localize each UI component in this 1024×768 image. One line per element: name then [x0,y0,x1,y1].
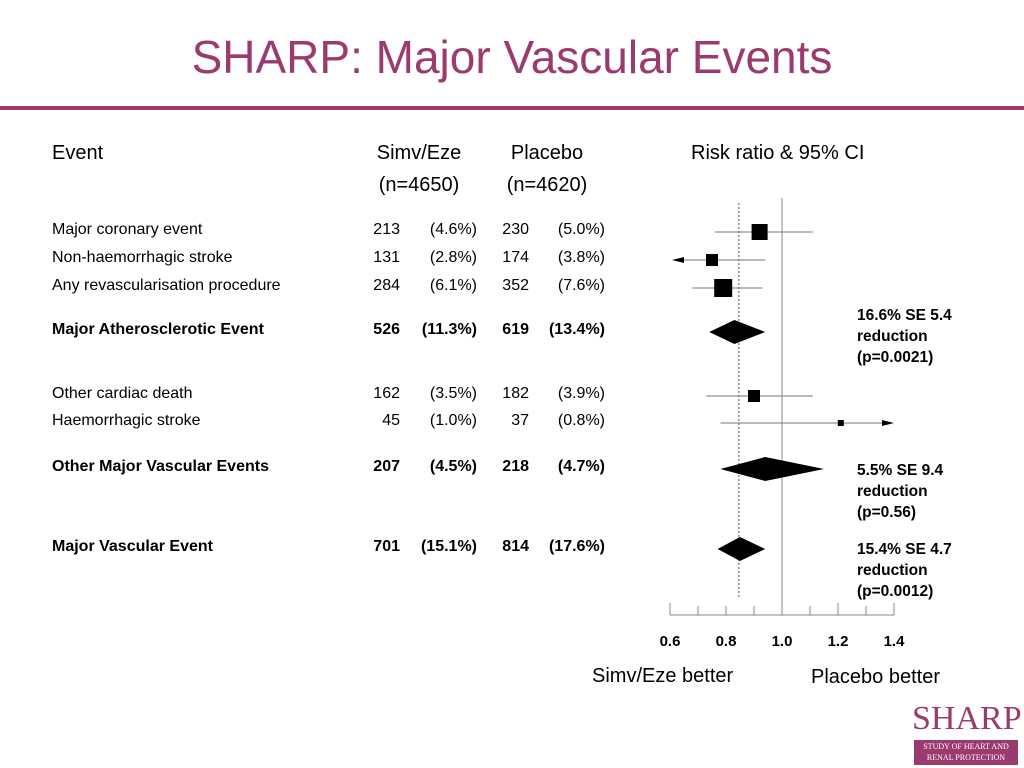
reduction-annotation: 16.6% SE 5.4 reduction (p=0.0021) [857,305,952,368]
row-event-label: Major coronary event [52,221,203,238]
logo-line2: RENAL PROTECTION [926,753,1006,762]
row-simv-count: 526 [373,321,400,338]
title-divider [0,106,1024,110]
x-tick-label: 0.6 [660,633,681,650]
ci-arrow-left [672,257,684,263]
row-event-label: Non-haemorrhagic stroke [52,249,233,266]
annotation-line-3: (p=0.56) [857,504,917,521]
summary-diamond [720,457,824,481]
row-event-label: Any revascularisation procedure [52,277,281,294]
row-simv-count: 45 [382,412,400,429]
row-simv-count: 162 [373,385,400,402]
header-placebo: Placebo [510,142,584,164]
row-placebo-percent: (13.4%) [548,321,605,338]
summary-diamond [717,537,766,561]
footer-simv-better: Simv/Eze better [592,665,734,687]
row-simv-count: 207 [373,458,400,475]
row-simv-count: 284 [373,277,400,294]
annotation-line-2: reduction [857,562,928,579]
x-tick-label: 1.0 [772,633,793,650]
header-placebo-n: (n=4620) [506,174,588,196]
row-placebo-percent: (17.6%) [548,538,605,555]
row-simv-percent: (2.8%) [429,249,477,266]
point-estimate-square [751,224,768,240]
row-placebo-count: 230 [502,221,529,238]
annotation-line-3: (p=0.0012) [857,583,934,600]
row-placebo-count: 218 [502,458,529,475]
row-placebo-percent: (4.7%) [557,458,605,475]
row-simv-percent: (11.3%) [421,321,477,338]
row-placebo-percent: (5.0%) [557,221,605,238]
row-event-label: Major Atherosclerotic Event [52,321,264,338]
row-simv-percent: (6.1%) [429,277,477,294]
x-tick-label: 1.2 [828,633,849,650]
row-placebo-count: 814 [502,538,529,555]
row-placebo-count: 37 [511,412,529,429]
row-simv-count: 131 [373,249,400,266]
row-simv-percent: (15.1%) [420,538,477,555]
logo-line1: STUDY OF HEART AND [923,742,1009,751]
logo-band: STUDY OF HEART AND RENAL PROTECTION [914,740,1018,765]
point-estimate-square [748,390,760,402]
reduction-annotation: 15.4% SE 4.7 reduction (p=0.0012) [857,539,952,602]
row-placebo-percent: (7.6%) [557,277,605,294]
row-placebo-count: 352 [502,277,529,294]
header-simv: Simv/Eze [376,142,462,164]
annotation-line-1: 16.6% SE 5.4 [857,307,952,324]
x-tick-label: 1.4 [884,633,906,650]
sharp-logo: SHARP STUDY OF HEART AND RENAL PROTECTIO… [912,700,1022,766]
header-risk-ratio: Risk ratio & 95% CI [691,142,865,164]
annotation-line-2: reduction [857,328,928,345]
row-event-label: Major Vascular Event [52,538,213,555]
annotation-line-1: 5.5% SE 9.4 [857,462,944,479]
annotation-line-2: reduction [857,483,928,500]
point-estimate-square [706,254,718,266]
x-tick-label: 0.8 [716,633,737,650]
reduction-annotation: 5.5% SE 9.4 reduction (p=0.56) [857,460,943,523]
row-placebo-percent: (3.8%) [557,249,605,266]
row-simv-percent: (4.5%) [429,458,477,475]
row-event-label: Haemorrhagic stroke [52,412,201,429]
slide-title: SHARP: Major Vascular Events [191,31,833,83]
row-event-label: Other Major Vascular Events [52,458,269,475]
annotation-line-1: 15.4% SE 4.7 [857,541,952,558]
summary-diamond [709,320,766,344]
point-estimate-square [714,279,733,297]
row-simv-count: 701 [373,538,400,555]
logo-word: SHARP [912,700,1022,737]
row-placebo-percent: (3.9%) [557,385,605,402]
row-simv-percent: (3.5%) [429,385,477,402]
header-simv-n: (n=4650) [378,174,460,196]
row-simv-percent: (4.6%) [429,221,477,238]
row-placebo-percent: (0.8%) [557,412,605,429]
ci-arrow-right [882,420,894,426]
row-placebo-count: 182 [502,385,529,402]
row-placebo-count: 619 [502,321,529,338]
row-event-label: Other cardiac death [52,385,193,402]
footer-placebo-better: Placebo better [811,666,940,688]
annotation-line-3: (p=0.0021) [857,349,934,366]
point-estimate-square [837,420,844,426]
header-event: Event [52,142,104,164]
row-simv-count: 213 [373,221,400,238]
row-placebo-count: 174 [502,249,529,266]
row-simv-percent: (1.0%) [429,412,477,429]
